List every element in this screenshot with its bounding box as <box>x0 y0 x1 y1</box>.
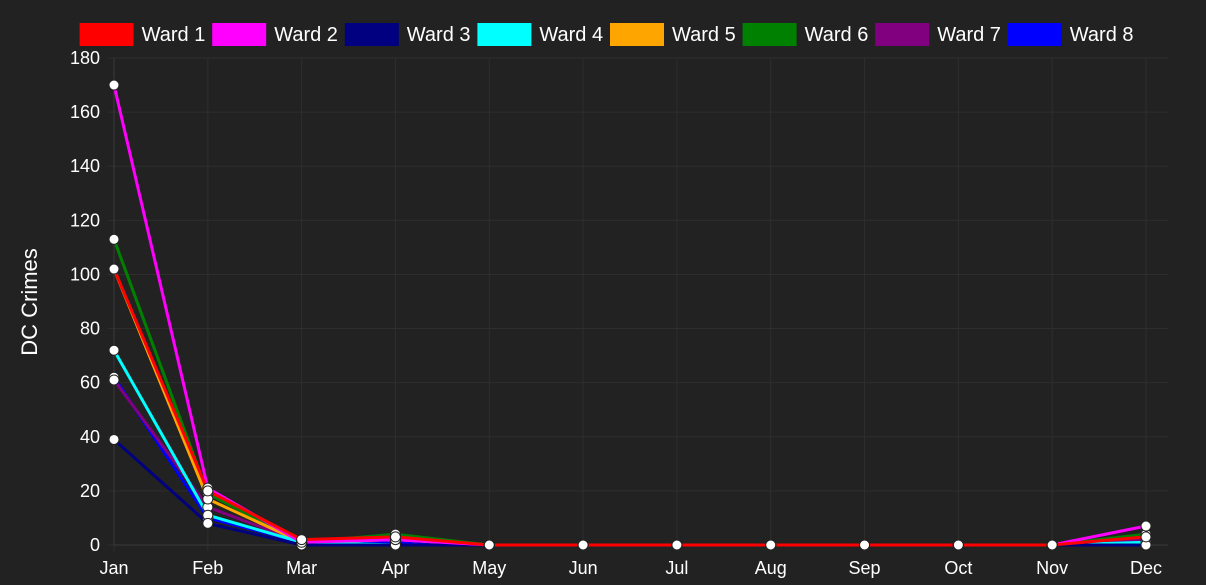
data-point-ward-1[interactable] <box>202 485 214 497</box>
y-axis-title: DC Crimes <box>17 248 42 356</box>
series-lines <box>112 83 1148 547</box>
y-tick-label: 120 <box>70 210 100 230</box>
data-point-ward-1[interactable] <box>577 539 589 551</box>
y-tick-label: 20 <box>80 481 100 501</box>
y-tick-label: 140 <box>70 156 100 176</box>
axes: 0 20 40 60 80 100 120 140 160 180 Jan Feb Mar Apr May J… <box>70 48 1168 578</box>
data-point-ward-1[interactable] <box>296 534 308 546</box>
legend-label: Ward 8 <box>1070 24 1134 46</box>
legend-swatch <box>1007 23 1062 46</box>
x-tick-label: Oct <box>944 558 972 578</box>
y-tick-label: 180 <box>70 48 100 68</box>
series-points <box>108 79 1152 551</box>
series-line-ward-8 <box>112 375 1148 547</box>
data-point-ward-3[interactable] <box>108 433 120 445</box>
series-line-ward-2 <box>112 83 1148 547</box>
legend-label: Ward 5 <box>672 24 736 46</box>
x-tick-label: Mar <box>286 558 317 578</box>
x-tick-label: Nov <box>1036 558 1068 578</box>
legend-item-ward-6[interactable]: Ward 6 <box>742 23 869 46</box>
grid <box>108 57 1168 551</box>
legend-swatch <box>875 23 930 46</box>
y-tick-label: 60 <box>80 373 100 393</box>
y-tick-label: 40 <box>80 427 100 447</box>
data-point-ward-1[interactable] <box>483 539 495 551</box>
data-point-ward-1[interactable] <box>1046 539 1058 551</box>
data-point-ward-1[interactable] <box>765 539 777 551</box>
x-tick-label: Sep <box>849 558 881 578</box>
data-point-ward-3[interactable] <box>202 517 214 529</box>
legend-swatch <box>477 23 532 46</box>
data-point-ward-4[interactable] <box>108 344 120 356</box>
data-point-ward-2[interactable] <box>1140 520 1152 532</box>
x-tick-label: Feb <box>192 558 223 578</box>
data-point-ward-1[interactable] <box>952 539 964 551</box>
legend-item-ward-3[interactable]: Ward 3 <box>344 23 471 46</box>
legend-item-ward-2[interactable]: Ward 2 <box>212 23 338 46</box>
legend-label: Ward 6 <box>805 24 869 46</box>
legend-item-ward-8[interactable]: Ward 8 <box>1007 23 1134 46</box>
legend-swatch <box>344 23 399 46</box>
series-line-ward-6 <box>112 237 1148 547</box>
legend-label: Ward 3 <box>407 24 471 46</box>
y-tick-label: 100 <box>70 264 100 284</box>
legend: Ward 1 Ward 2 Ward 3 Ward 4 Ward 5 Ward 6 Ward… <box>79 23 1134 46</box>
y-tick-label: 160 <box>70 102 100 122</box>
x-tick-label: May <box>472 558 506 578</box>
series-line-ward-4 <box>112 348 1148 547</box>
legend-swatch <box>79 23 134 46</box>
legend-label: Ward 2 <box>274 24 338 46</box>
y-tick-label: 80 <box>80 319 100 339</box>
data-point-ward-1[interactable] <box>1140 531 1152 543</box>
data-point-ward-1[interactable] <box>859 539 871 551</box>
data-point-ward-1[interactable] <box>671 539 683 551</box>
y-tick-label: 0 <box>90 535 100 555</box>
data-point-ward-6[interactable] <box>108 233 120 245</box>
legend-label: Ward 7 <box>937 24 1001 46</box>
x-tick-label: Dec <box>1130 558 1162 578</box>
x-tick-label: Jan <box>99 558 128 578</box>
data-point-ward-1[interactable] <box>108 263 120 275</box>
legend-label: Ward 4 <box>539 24 603 46</box>
series-line-ward-7 <box>112 378 1148 547</box>
legend-label: Ward 1 <box>142 24 206 46</box>
data-point-ward-1[interactable] <box>389 531 401 543</box>
x-tick-label: Jul <box>665 558 688 578</box>
legend-item-ward-7[interactable]: Ward 7 <box>875 23 1001 46</box>
x-tick-label: Jun <box>569 558 598 578</box>
legend-item-ward-1[interactable]: Ward 1 <box>79 23 206 46</box>
legend-swatch <box>212 23 267 46</box>
data-point-ward-2[interactable] <box>108 79 120 91</box>
legend-item-ward-5[interactable]: Ward 5 <box>610 23 736 46</box>
legend-swatch <box>742 23 797 46</box>
x-tick-label: Apr <box>381 558 409 578</box>
legend-swatch <box>610 23 664 46</box>
legend-item-ward-4[interactable]: Ward 4 <box>477 23 603 46</box>
series-line-ward-1 <box>112 267 1148 547</box>
x-tick-label: Aug <box>755 558 787 578</box>
series-line-ward-5 <box>112 267 1148 547</box>
data-point-ward-7[interactable] <box>108 374 120 386</box>
